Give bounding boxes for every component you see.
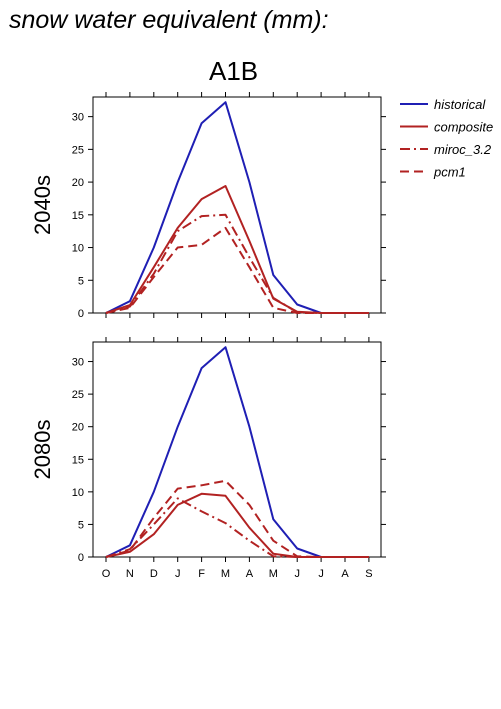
y-tick-label: 0 bbox=[78, 308, 84, 320]
x-tick-label: D bbox=[150, 568, 158, 580]
y-tick-label: 20 bbox=[72, 177, 84, 189]
series-line-composite bbox=[105, 492, 369, 558]
legend-label: composite bbox=[434, 120, 493, 135]
x-tick-label: J bbox=[294, 568, 300, 580]
legend-label: historical bbox=[434, 97, 486, 112]
y-tick-label: 15 bbox=[72, 454, 84, 466]
x-tick-label: M bbox=[221, 568, 230, 580]
y-tick-label: 30 bbox=[72, 357, 84, 369]
x-tick-label: S bbox=[365, 568, 372, 580]
chart-panels: 0 5 10 15 20 25 30 2040s 0 5 10 15 20 25 30 O N D J F M A M J J A… bbox=[30, 92, 386, 580]
y-tick-label: 30 bbox=[72, 112, 84, 124]
x-tick-label: F bbox=[198, 568, 205, 580]
legend-item: composite bbox=[400, 120, 493, 135]
x-tick-label: M bbox=[269, 568, 278, 580]
series-line-historical bbox=[105, 346, 369, 558]
x-tick-label: N bbox=[126, 568, 134, 580]
y-tick-label: 25 bbox=[72, 389, 84, 401]
y-tick-label: 15 bbox=[72, 210, 84, 222]
plot-frame bbox=[92, 341, 382, 558]
y-tick-label: 0 bbox=[78, 552, 84, 564]
plot-frame bbox=[92, 96, 382, 314]
x-tick-label: J bbox=[318, 568, 324, 580]
legend-item: miroc_3.2 bbox=[400, 142, 492, 157]
legend-label: miroc_3.2 bbox=[434, 142, 492, 157]
y-tick-label: 10 bbox=[72, 243, 84, 255]
y-tick-label: 25 bbox=[72, 144, 84, 156]
panel-2080s: 0 5 10 15 20 25 30 O N D J F M A M J J A S 2080s bbox=[30, 337, 386, 580]
y-tick-label: 20 bbox=[72, 422, 84, 434]
series-line-miroc-3-2 bbox=[105, 497, 369, 558]
series-line-composite bbox=[105, 185, 369, 314]
y-tick-label: 5 bbox=[78, 275, 84, 287]
chart-legend: historical composite miroc_3.2 pcm1 bbox=[400, 97, 493, 180]
series-line-pcm1 bbox=[105, 226, 369, 314]
x-tick-label: J bbox=[175, 568, 181, 580]
y-tick-label: 5 bbox=[78, 519, 84, 531]
x-tick-label: A bbox=[246, 568, 254, 580]
legend-label: pcm1 bbox=[433, 165, 466, 180]
x-tick-label: O bbox=[102, 568, 111, 580]
panel-label: 2040s bbox=[30, 175, 55, 235]
legend-item: pcm1 bbox=[400, 165, 466, 180]
legend-item: historical bbox=[400, 97, 486, 112]
panel-2040s: 0 5 10 15 20 25 30 2040s bbox=[30, 92, 386, 320]
chart-title: snow water equivalent (mm): bbox=[9, 6, 329, 34]
scenario-title: A1B bbox=[209, 56, 259, 86]
y-tick-label: 10 bbox=[72, 487, 84, 499]
x-tick-label: A bbox=[341, 568, 349, 580]
panel-label: 2080s bbox=[30, 420, 55, 480]
series-line-pcm1 bbox=[105, 479, 369, 558]
